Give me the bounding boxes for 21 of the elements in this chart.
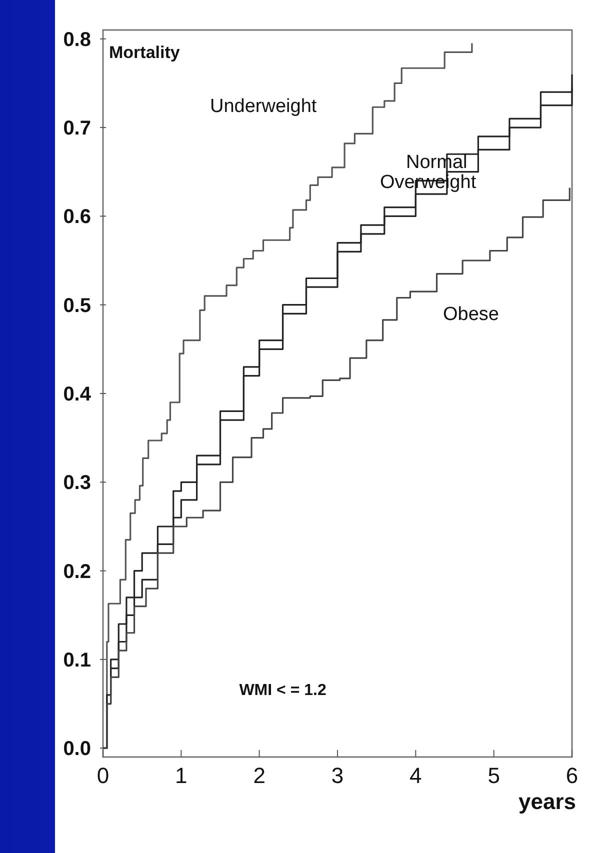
text: Underweight bbox=[210, 96, 318, 117]
x-tick-label: 4 bbox=[410, 763, 422, 788]
y-axis-title: Mortality bbox=[109, 43, 180, 62]
y-tick-label: 0.1 bbox=[63, 649, 91, 672]
y-tick-label: 0.6 bbox=[63, 206, 91, 228]
x-tick-label: 2 bbox=[253, 763, 266, 788]
y-tick-label: 0.3 bbox=[63, 472, 91, 494]
x-tick-label: 3 bbox=[331, 763, 344, 788]
y-tick-label: 0.5 bbox=[63, 294, 91, 317]
x-tick-label: 5 bbox=[488, 763, 500, 788]
y-tick-label: 0.2 bbox=[63, 560, 91, 583]
x-tick-label: 1 bbox=[175, 763, 188, 788]
x-axis-title: years bbox=[518, 789, 576, 814]
y-tick-label: 0.8 bbox=[63, 28, 91, 51]
x-tick-label: 0 bbox=[96, 763, 110, 788]
y-tick-label: 0.7 bbox=[63, 118, 91, 140]
x-tick-label: 6 bbox=[566, 763, 578, 788]
series-label: Obese bbox=[443, 304, 499, 325]
y-tick-label: 0.4 bbox=[63, 384, 92, 406]
annotation: WMI < = 1.2 bbox=[239, 682, 326, 699]
y-tick-label: 0.0 bbox=[63, 738, 91, 760]
